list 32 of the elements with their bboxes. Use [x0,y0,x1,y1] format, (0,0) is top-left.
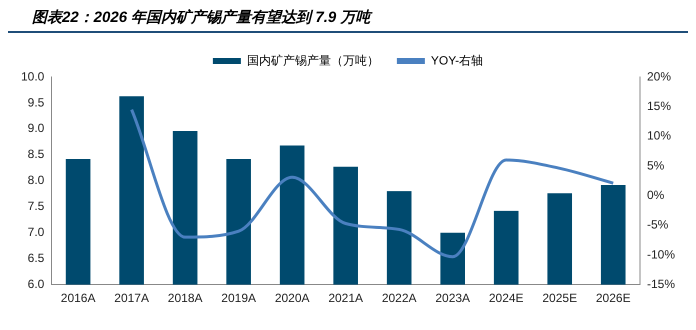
y-tick-label: 10.0 [20,69,45,84]
y-tick-label: 7.0 [28,225,45,240]
y2-tick-label: 10% [646,128,672,143]
x-tick-label: 2025E [542,291,578,306]
y-tick-label: 7.5 [28,199,45,214]
x-tick-label: 2019A [221,291,256,306]
x-tick-label: 2021A [328,291,364,306]
x-tick-label: 2024E [488,291,524,306]
y2-tick-label: -15% [646,276,676,291]
y-tick-label: 9.0 [28,121,45,136]
y2-tick-label: 20% [646,69,672,84]
y-tick-label: 8.0 [28,173,45,188]
x-tick-label: 2022A [382,291,417,306]
legend-label: YOY-右轴 [430,53,484,68]
y-tick-label: 6.5 [28,250,45,265]
chart-title: 图表22：2026 年国内矿产锡产量有望达到 7.9 万吨 [8,8,688,33]
x-tick-label: 2018A [168,291,202,306]
x-tick-label: 2020A [274,291,310,306]
y-tick-label: 6.0 [28,276,45,291]
y2-tick-label: -5% [646,218,669,232]
y2-tick-label: 0% [646,188,665,202]
y2-tick-label: 15% [646,98,672,113]
y-tick-label: 9.5 [28,95,45,110]
y2-tick-label: 5% [646,158,665,172]
x-tick-label: 2023A [435,291,470,306]
legend-label: 国内矿产锡产量（万吨） [246,53,379,68]
y-tick-label: 8.5 [28,147,45,162]
x-tick-label: 2017A [114,291,149,306]
x-tick-label: 2016A [60,291,96,306]
y2-tick-label: -10% [646,247,676,262]
x-tick-label: 2026E [596,291,631,306]
line-series [130,108,615,258]
